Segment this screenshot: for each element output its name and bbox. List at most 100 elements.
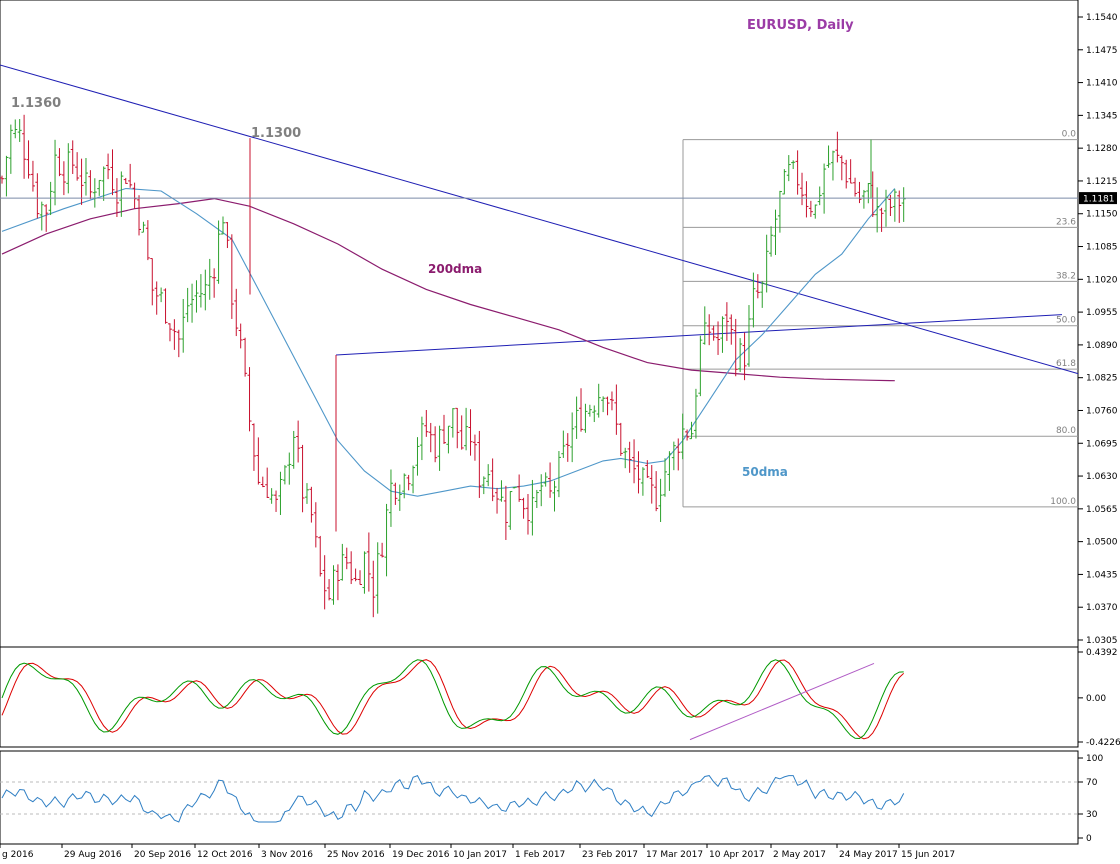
ohlc-bar [777, 190, 782, 233]
price-axis: 1.1540 1.1475 1.1410 1.1345 1.1280 1.1215 1.11… [0, 13, 1118, 646]
ohlc-bar [159, 287, 164, 303]
price-tick-label: 1.1020 [1086, 275, 1118, 285]
fib-level-label: 61.8 [1056, 359, 1076, 369]
ohlc-bar [808, 200, 813, 217]
ohlc-bar [813, 204, 818, 219]
ohlc-bar [114, 178, 119, 217]
ohlc-bar [132, 182, 137, 209]
ohlc-bar [579, 388, 584, 432]
ohlc-bar [565, 433, 570, 462]
ohlc-bar [490, 458, 495, 502]
ohlc-bar [601, 396, 606, 413]
ohlc-bar [198, 274, 203, 308]
ohlc-bar [640, 467, 645, 496]
ohlc-bar [344, 547, 349, 570]
ohlc-bar [720, 316, 725, 353]
date-tick-label: 10 Jan 2017 [453, 850, 507, 860]
ohlc-bar [543, 472, 548, 487]
ohlc-bar [35, 173, 40, 219]
ohlc-bar [548, 462, 553, 498]
ohlc-bar [804, 181, 809, 218]
ohlc-bar [291, 430, 296, 469]
trendlines[interactable] [0, 64, 1079, 375]
date-tick-label: 29 Aug 2016 [64, 850, 122, 860]
ohlc-bar [362, 551, 367, 594]
ohlc-bar [22, 114, 27, 179]
ohlc-bar [260, 476, 265, 488]
ohlc-bar [464, 407, 469, 451]
osc-tick-label: 0.00 [1086, 694, 1106, 704]
ohlc-bar [340, 543, 345, 581]
ohlc-bar [393, 482, 398, 505]
ohlc-bar [415, 437, 420, 476]
candlesticks [0, 114, 906, 618]
price-tick-label: 1.1475 [1086, 46, 1118, 56]
ohlc-bar [861, 189, 866, 209]
ohlc-bar [596, 383, 601, 418]
ohlc-bar [857, 181, 862, 204]
ohlc-bar [327, 579, 332, 601]
price-tick-label: 1.0955 [1086, 308, 1118, 318]
fib-level-label: 100.0 [1050, 497, 1076, 507]
ohlc-bar [17, 119, 22, 142]
price-tick-label: 1.1280 [1086, 144, 1118, 154]
ohlc-bar [79, 158, 84, 205]
ohlc-bar [468, 409, 473, 456]
ohlc-bar [614, 384, 619, 435]
ohlc-bar [313, 502, 318, 548]
ohlc-bar [521, 497, 526, 519]
price-tick-label: 1.0630 [1086, 472, 1118, 482]
ohlc-bar [296, 420, 301, 463]
ohlc-bar [30, 160, 35, 192]
downtrend-line[interactable] [0, 64, 1079, 375]
rsi-panel: 100 70 30 0 [0, 754, 1103, 844]
fib-level-label: 0.0 [1062, 130, 1077, 140]
current-price-marker [1079, 192, 1117, 205]
ohlc-bar [322, 555, 327, 610]
ohlc-bar [884, 189, 888, 227]
ohlc-bar [428, 422, 433, 453]
ohlc-bar [402, 473, 407, 499]
price-tick-label: 1.0695 [1086, 439, 1118, 449]
ma200-line [1, 197, 895, 382]
ohlc-bar [552, 480, 557, 512]
oscillator-panel: 0.4392 0.00 -0.4226 [1, 648, 1120, 748]
osc-signal-line [1, 659, 905, 740]
date-tick-label: 2 May 2017 [773, 850, 826, 860]
ohlc-bar [358, 570, 363, 586]
ohlc-bar [278, 471, 283, 515]
ohlc-bar [282, 465, 287, 485]
ohlc-bar [733, 318, 738, 377]
fibonacci-retracement[interactable]: 0.0 23.6 38.2 50.0 61.8 80.0 100.0 [682, 130, 1078, 508]
ohlc-bar [397, 484, 402, 511]
ohlc-bar [269, 488, 274, 504]
ohlc-bar [755, 274, 760, 299]
ohlc-bar [685, 429, 690, 441]
ohlc-bar [556, 451, 561, 498]
price-tick-label: 1.0890 [1086, 341, 1118, 351]
oscillator-panel-frame [0, 646, 1079, 748]
osc-trendline[interactable] [689, 662, 875, 741]
fib-level-label: 80.0 [1056, 426, 1076, 436]
ohlc-bar [384, 503, 389, 577]
ohlc-bar [508, 491, 513, 530]
neckline-trendline[interactable] [335, 314, 1063, 356]
ohlc-bar [561, 430, 566, 458]
ohlc-bar [335, 564, 340, 601]
ohlc-bar [486, 464, 491, 487]
date-tick-label: g 2016 [2, 850, 34, 860]
ohlc-bar [375, 542, 380, 614]
ohlc-bar [477, 430, 482, 498]
ohlc-bar [300, 444, 305, 513]
ohlc-bar [331, 565, 336, 605]
ohlc-bar [61, 161, 66, 196]
ohlc-bar [304, 483, 309, 504]
ohlc-bar [0, 175, 4, 184]
annotation-50dma: 50dma [742, 465, 788, 479]
ohlc-bar [636, 451, 641, 494]
ohlc-bar [424, 409, 429, 437]
ohlc-bar [654, 471, 659, 512]
ohlc-bar [866, 182, 871, 204]
